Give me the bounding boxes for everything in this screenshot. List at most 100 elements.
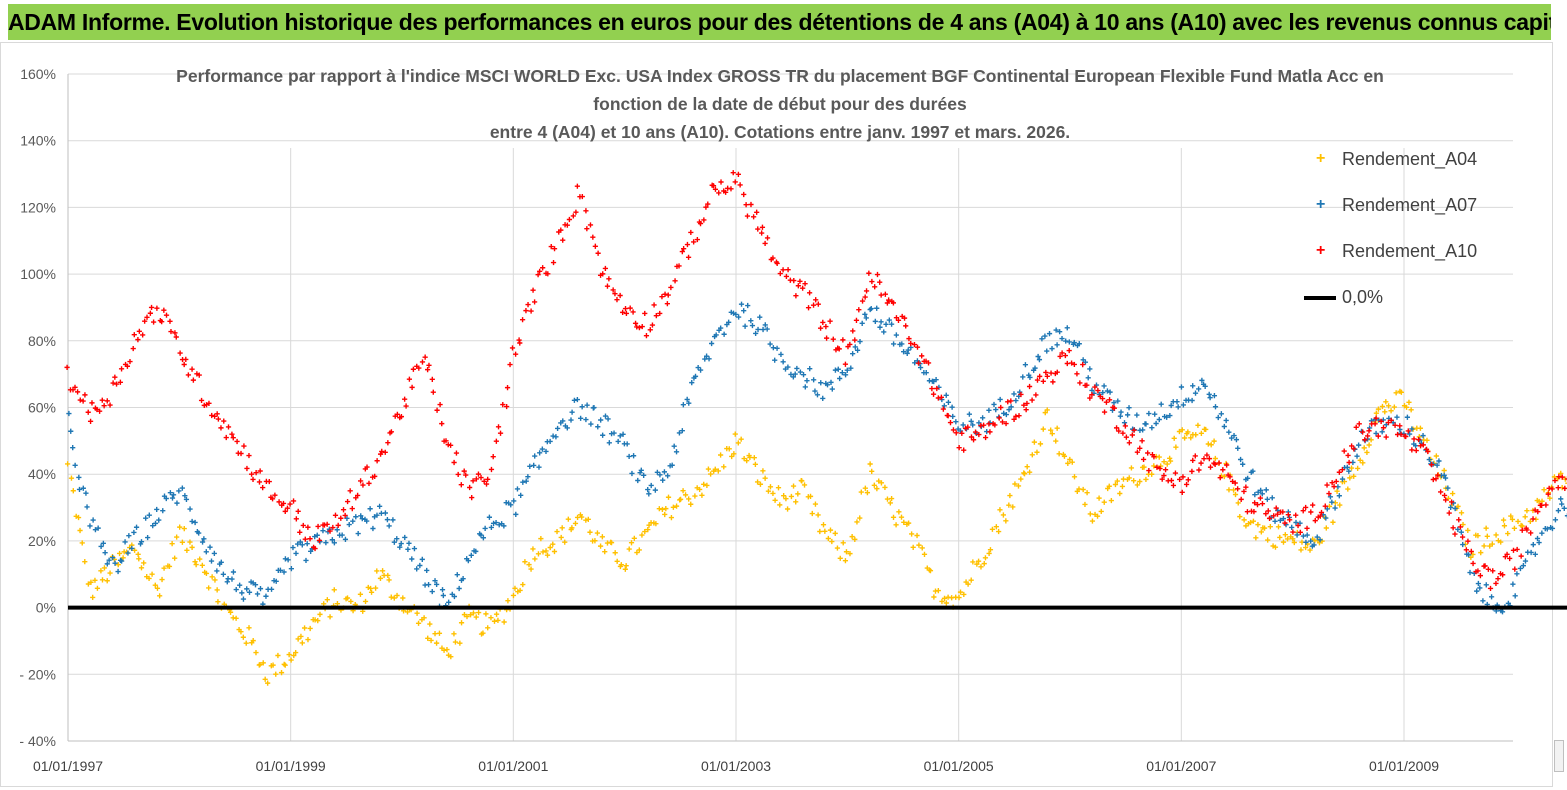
rendement-a04-point — [149, 572, 154, 577]
rendement-a10-point — [820, 320, 825, 325]
rendement-a07-point — [860, 321, 865, 326]
rendement-a07-point — [103, 550, 108, 555]
rendement-a10-point — [864, 288, 869, 293]
rendement-a07-point — [356, 531, 361, 536]
rendement-a10-point — [840, 337, 845, 342]
rendement-a10-point — [234, 439, 239, 444]
rendement-a04-point — [956, 595, 961, 600]
rendement-a04-point — [838, 556, 843, 561]
rendement-a04-point — [739, 437, 744, 442]
rendement-a10-point — [1298, 530, 1303, 535]
rendement-a04-point — [1367, 442, 1372, 447]
rendement-a04-point — [662, 512, 667, 517]
rendement-a04-point — [566, 517, 571, 522]
rendement-a07-point — [873, 319, 878, 324]
rendement-a04-point — [414, 611, 419, 616]
rendement-a07-point — [225, 579, 230, 584]
rendement-a04-point — [821, 522, 826, 527]
rendement-a07-point — [1356, 443, 1361, 448]
rendement-a04-point — [990, 527, 995, 532]
rendement-a10-point — [1005, 399, 1010, 404]
rendement-a04-point — [308, 626, 313, 631]
rendement-a10-point — [498, 431, 503, 436]
rendement-a04-point — [71, 488, 76, 493]
rendement-a10-point — [1124, 435, 1129, 440]
chart-title: Performance par rapport à l'indice MSCI … — [160, 62, 1400, 146]
rendement-a10-point — [1470, 561, 1475, 566]
rendement-a10-point — [802, 281, 807, 286]
rendement-a07-point — [91, 517, 96, 522]
rendement-a07-point — [487, 515, 492, 520]
rendement-a10-point — [1414, 448, 1419, 453]
rendement-a10-point — [1239, 497, 1244, 502]
rendement-a04-point — [1209, 442, 1214, 447]
rendement-a04-point — [833, 531, 838, 536]
rendement-a10-point — [875, 272, 880, 277]
rendement-a10-point — [793, 293, 798, 298]
rendement-a07-point — [527, 464, 532, 469]
rendement-a10-point — [843, 362, 848, 367]
rendement-a10-point — [745, 213, 750, 218]
rendement-a04-point — [1081, 487, 1086, 492]
rendement-a04-point — [760, 468, 765, 473]
rendement-a10-point — [813, 297, 818, 302]
rendement-a10-point — [618, 293, 623, 298]
rendement-a07-point — [1238, 457, 1243, 462]
rendement-a10-point — [336, 523, 341, 528]
rendement-a10-point — [736, 172, 741, 177]
rendement-a10-point — [778, 271, 783, 276]
rendement-a07-point — [616, 439, 621, 444]
rendement-a10-point — [167, 319, 172, 324]
resize-handle[interactable] — [1554, 740, 1564, 772]
rendement-a10-point — [1139, 438, 1144, 443]
rendement-a07-point — [483, 526, 488, 531]
y-tick-label: 20% — [28, 533, 56, 549]
rendement-a10-point — [866, 271, 871, 276]
rendement-a04-point — [552, 549, 557, 554]
rendement-a10-point — [718, 179, 723, 184]
rendement-a07-point — [1140, 427, 1145, 432]
rendement-a10-point — [1189, 469, 1194, 474]
rendement-a04-point — [785, 506, 790, 511]
rendement-a04-point — [200, 563, 205, 568]
rendement-a04-point — [184, 548, 189, 553]
rendement-a07-point — [748, 318, 753, 323]
rendement-a10-point — [912, 342, 917, 347]
rendement-a04-point — [916, 543, 921, 548]
rendement-a10-point — [1016, 413, 1021, 418]
rendement-a04-point — [400, 595, 405, 600]
rendement-a07-point — [653, 488, 658, 493]
rendement-a07-point — [722, 332, 727, 337]
rendement-a04-point — [380, 568, 385, 573]
rendement-a04-point — [77, 528, 82, 533]
rendement-a10-point — [423, 355, 428, 360]
rendement-a07-point — [607, 440, 612, 445]
rendement-a04-point — [1099, 509, 1104, 514]
rendement-a04-point — [1360, 460, 1365, 465]
rendement-a04-point — [253, 650, 258, 655]
rendement-a10-point — [1290, 529, 1295, 534]
rendement-a04-point — [802, 482, 807, 487]
rendement-a10-point — [823, 324, 828, 329]
rendement-a10-point — [850, 328, 855, 333]
rendement-a04-point — [554, 529, 559, 534]
rendement-a04-point — [327, 614, 332, 619]
rendement-a07-point — [836, 367, 841, 372]
rendement-a07-point — [520, 480, 525, 485]
rendement-a04-point — [1085, 490, 1090, 495]
rendement-a04-point — [1030, 452, 1035, 457]
rendement-a07-point — [580, 404, 585, 409]
rendement-a10-point — [241, 443, 246, 448]
rendement-a10-point — [494, 439, 499, 444]
rendement-a07-point — [709, 341, 714, 346]
rendement-a07-point — [894, 332, 899, 337]
rendement-a10-point — [434, 408, 439, 413]
rendement-a10-point — [818, 326, 823, 331]
rendement-a04-point — [835, 545, 840, 550]
rendement-a04-point — [522, 559, 527, 564]
rendement-a10-point — [1362, 437, 1367, 442]
rendement-a07-point — [553, 434, 558, 439]
rendement-a10-point — [630, 309, 635, 314]
rendement-a04-point — [1212, 439, 1217, 444]
rendement-a04-point — [1418, 426, 1423, 431]
